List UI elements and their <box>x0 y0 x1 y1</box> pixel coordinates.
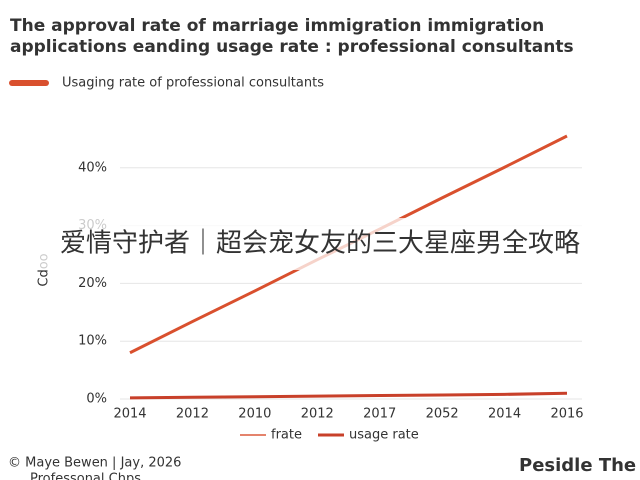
y-tick-label: 10% <box>78 334 107 349</box>
title-line: The approval rate of marriage immigratio… <box>10 16 544 36</box>
footer-sub: Professonal Chps <box>30 472 141 480</box>
banner: 爱情守护者｜超会宠女友的三大星座男全攻略 <box>60 229 580 259</box>
footer-credit: © Maye Bewen | Jay, 2026 <box>8 456 181 471</box>
x-tick-label: 2012 <box>301 407 334 422</box>
data-line <box>129 391 568 400</box>
plot: 0%10%20%30%40%20142012201020122017205220… <box>78 134 584 422</box>
top-legend: Usaging rate of professional consultants <box>62 76 324 91</box>
x-tick-label: 2016 <box>550 407 583 422</box>
footer-brand: Pesidle The <box>519 455 636 476</box>
y-tick-label: 20% <box>78 276 107 291</box>
y-tick-label: 40% <box>78 160 107 175</box>
y-tick-label: 0% <box>86 392 107 407</box>
x-tick-label: 2014 <box>113 407 146 422</box>
x-tick-label: 2014 <box>488 407 521 422</box>
legend-label: usage rate <box>349 428 419 443</box>
title-line: applications eanding usage rate : profes… <box>10 37 574 57</box>
legend: frate usage rate <box>240 428 419 443</box>
chart-title: The approval rate of marriage immigratio… <box>10 16 574 57</box>
banner-bg <box>0 218 640 270</box>
x-tick-label: 2010 <box>238 407 271 422</box>
x-tick-label: 2012 <box>176 407 209 422</box>
legend-label: frate <box>271 428 302 443</box>
x-tick-label: 2052 <box>426 407 459 422</box>
x-tick-label: 2017 <box>363 407 396 422</box>
